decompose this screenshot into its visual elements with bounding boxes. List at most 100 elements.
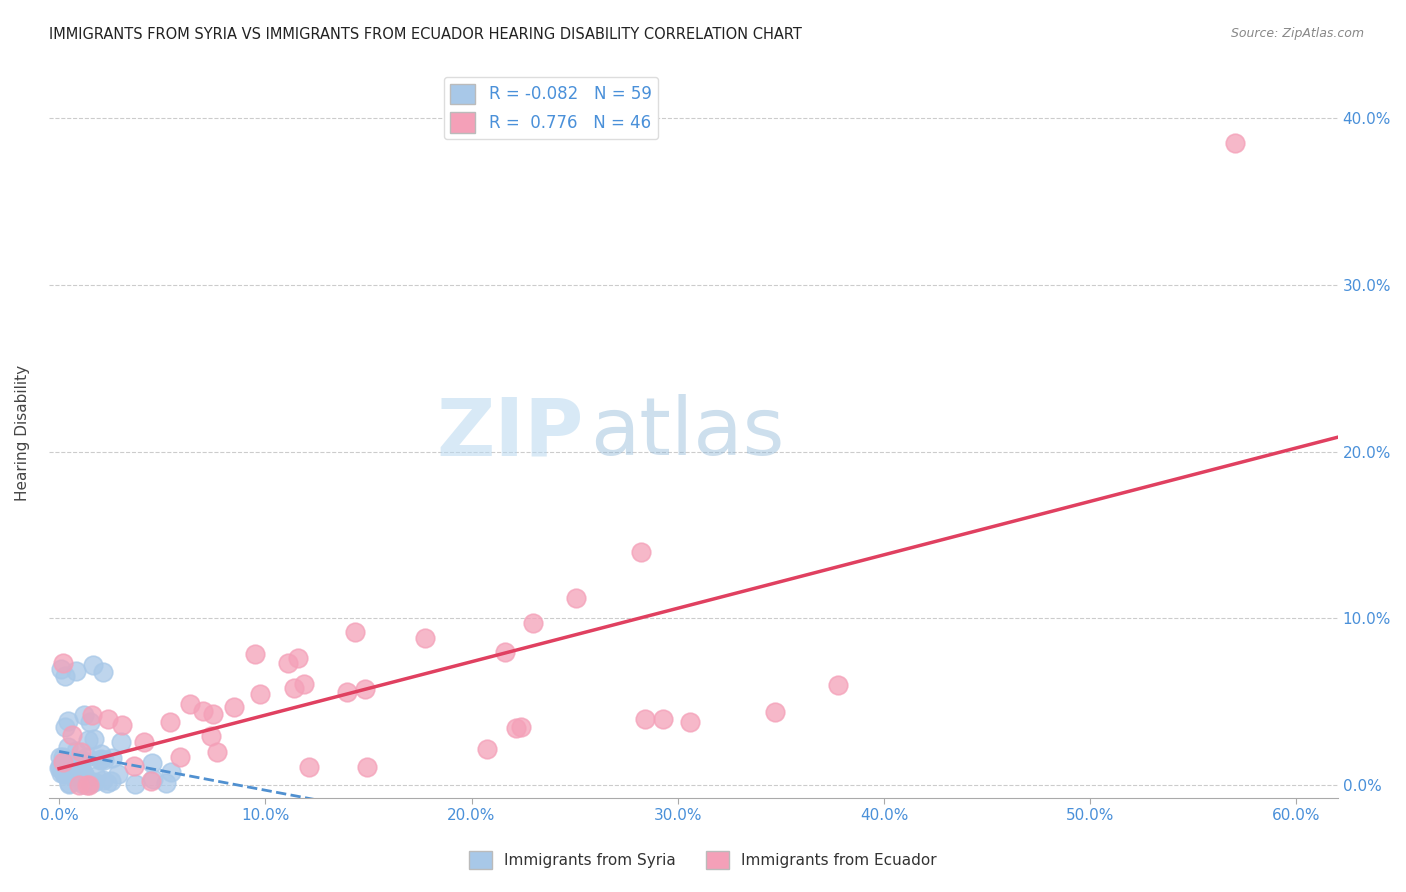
Point <box>96 775 118 789</box>
Point <box>58 776 80 790</box>
Point <box>205 745 228 759</box>
Point <box>66 766 89 780</box>
Point <box>494 645 516 659</box>
Point <box>827 678 849 692</box>
Point <box>53 764 76 779</box>
Point <box>48 750 70 764</box>
Point <box>97 713 120 727</box>
Point <box>179 697 201 711</box>
Point <box>522 616 544 631</box>
Point <box>51 757 73 772</box>
Point <box>83 775 105 789</box>
Point <box>292 676 315 690</box>
Point <box>159 715 181 730</box>
Point <box>475 742 498 756</box>
Point <box>222 699 245 714</box>
Point <box>652 712 675 726</box>
Point <box>91 772 114 787</box>
Point <box>48 761 70 775</box>
Point <box>66 758 89 772</box>
Point <box>91 665 114 679</box>
Point <box>110 734 132 748</box>
Point <box>76 778 98 792</box>
Point <box>678 714 700 729</box>
Point <box>89 753 111 767</box>
Point <box>200 729 222 743</box>
Point <box>243 647 266 661</box>
Text: IMMIGRANTS FROM SYRIA VS IMMIGRANTS FROM ECUADOR HEARING DISABILITY CORRELATION : IMMIGRANTS FROM SYRIA VS IMMIGRANTS FROM… <box>49 27 801 42</box>
Point <box>49 760 72 774</box>
Point <box>100 774 122 789</box>
Point <box>76 733 98 747</box>
Point <box>62 769 84 783</box>
Point <box>565 591 588 605</box>
Point <box>107 767 129 781</box>
Point <box>60 728 83 742</box>
Point <box>66 767 89 781</box>
Point <box>59 767 82 781</box>
Point <box>201 707 224 722</box>
Point <box>155 776 177 790</box>
Legend: R = -0.082   N = 59, R =  0.776   N = 46: R = -0.082 N = 59, R = 0.776 N = 46 <box>444 77 658 139</box>
Point <box>67 756 90 770</box>
Point <box>343 625 366 640</box>
Point <box>630 545 652 559</box>
Point <box>67 762 90 776</box>
Point <box>52 749 75 764</box>
Point <box>58 776 80 790</box>
Point <box>53 669 76 683</box>
Point <box>89 747 111 762</box>
Legend: Immigrants from Syria, Immigrants from Ecuador: Immigrants from Syria, Immigrants from E… <box>463 845 943 875</box>
Point <box>169 750 191 764</box>
Point <box>65 665 87 679</box>
Point <box>72 777 94 791</box>
Point <box>283 681 305 695</box>
Point <box>101 751 124 765</box>
Point <box>52 764 75 779</box>
Point <box>132 735 155 749</box>
Point <box>124 758 146 772</box>
Text: atlas: atlas <box>591 394 785 472</box>
Point <box>67 778 90 792</box>
Point <box>287 651 309 665</box>
Point <box>139 774 162 789</box>
Point <box>52 657 75 671</box>
Point <box>510 720 533 734</box>
Point <box>51 765 73 780</box>
Point <box>415 631 437 645</box>
Point <box>79 714 101 729</box>
Point <box>52 756 75 770</box>
Point <box>110 717 132 731</box>
Point <box>62 767 84 781</box>
Point <box>59 756 82 771</box>
Point <box>52 767 75 781</box>
Point <box>142 772 165 786</box>
Point <box>80 776 103 790</box>
Point <box>79 778 101 792</box>
Point <box>83 732 105 747</box>
Point <box>70 753 93 767</box>
Point <box>82 657 104 672</box>
Point <box>56 765 79 780</box>
Point <box>90 752 112 766</box>
Point <box>763 706 786 720</box>
Point <box>56 739 79 754</box>
Point <box>141 756 163 771</box>
Point <box>75 769 97 783</box>
Point <box>84 769 107 783</box>
Point <box>70 745 93 759</box>
Point <box>72 766 94 780</box>
Point <box>297 759 319 773</box>
Point <box>93 753 115 767</box>
Text: ZIP: ZIP <box>436 394 583 472</box>
Point <box>76 750 98 764</box>
Point <box>356 759 378 773</box>
Point <box>249 687 271 701</box>
Point <box>160 765 183 780</box>
Point <box>53 720 76 734</box>
Point <box>336 685 359 699</box>
Point <box>277 656 299 670</box>
Point <box>56 714 79 729</box>
Text: Source: ZipAtlas.com: Source: ZipAtlas.com <box>1230 27 1364 40</box>
Y-axis label: Hearing Disability: Hearing Disability <box>15 365 30 501</box>
